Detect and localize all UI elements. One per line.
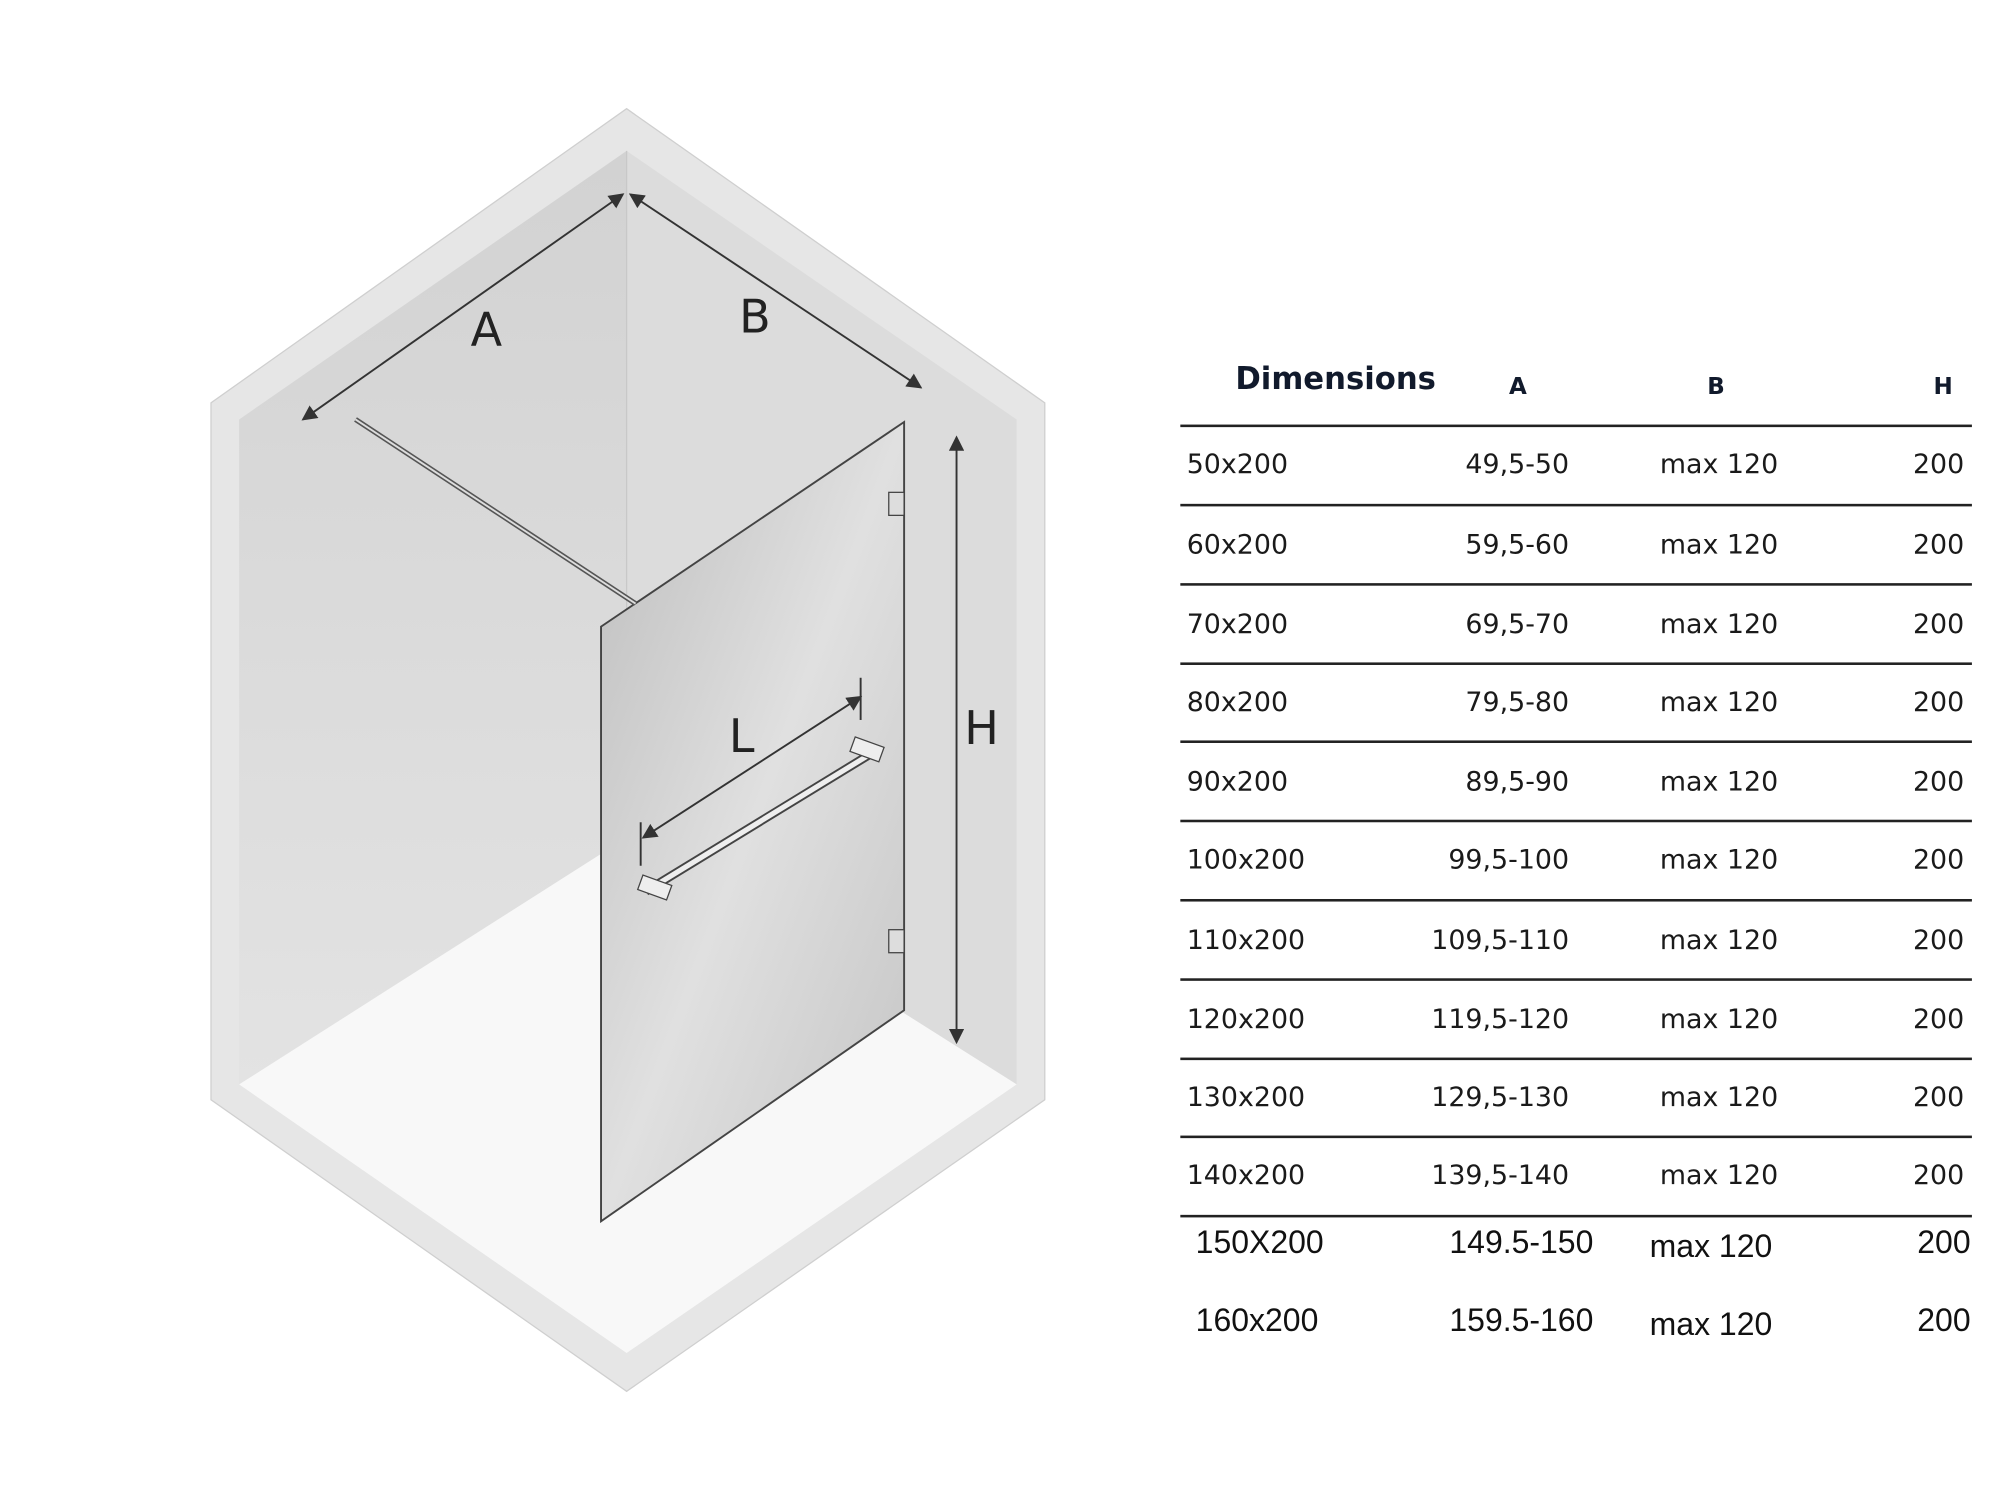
row-divider	[1180, 978, 1972, 981]
cell-a: 149.5-150	[1449, 1225, 1594, 1261]
cell-a: 59,5-60	[1465, 529, 1570, 561]
cell-size: 80x200	[1186, 686, 1289, 718]
hinge-bottom	[888, 929, 905, 954]
row-divider	[1180, 819, 1972, 823]
label-a: A	[471, 302, 503, 356]
row-divider	[1180, 740, 1972, 743]
cell-b: max 120	[1649, 1306, 1773, 1343]
cell-b: max 120	[1659, 844, 1779, 875]
cell-b: max 120	[1659, 1081, 1779, 1113]
cell-a: 99,5-100	[1448, 844, 1570, 875]
header-h: H	[1933, 373, 1953, 401]
cell-b: max 120	[1659, 686, 1779, 718]
header-dimensions: Dimensions	[1235, 360, 1436, 397]
cell-size: 150X200	[1195, 1225, 1324, 1261]
cell-size: 140x200	[1186, 1159, 1306, 1191]
row-divider	[1180, 1135, 1972, 1139]
row-divider	[1180, 583, 1972, 586]
cell-h: 200	[1912, 766, 1965, 797]
cell-h: 200	[1912, 1159, 1965, 1191]
shower-enclosure-diagram: A B H L	[210, 107, 1046, 1393]
label-l: L	[729, 709, 755, 763]
header-a: A	[1508, 373, 1527, 401]
cell-h: 200	[1912, 924, 1965, 956]
row-divider	[1180, 898, 1972, 902]
cell-a: 79,5-80	[1465, 686, 1570, 718]
cell-a: 129,5-130	[1431, 1081, 1570, 1113]
row-divider	[1180, 503, 1972, 507]
cell-h: 200	[1912, 448, 1965, 480]
cell-size: 50x200	[1186, 448, 1289, 480]
cell-size: 60x200	[1186, 529, 1289, 561]
cell-h: 200	[1912, 1003, 1965, 1035]
dimension-line-l	[641, 695, 863, 839]
cell-a: 139,5-140	[1431, 1159, 1570, 1191]
cell-b: max 120	[1659, 608, 1779, 640]
cell-h: 200	[1917, 1225, 1971, 1261]
header-b: B	[1707, 373, 1725, 401]
cell-size: 70x200	[1186, 608, 1289, 640]
row-divider	[1180, 1214, 1972, 1218]
row-divider	[1180, 662, 1972, 665]
cell-b: max 120	[1659, 529, 1779, 561]
cell-h: 200	[1917, 1303, 1971, 1339]
dimension-line-b	[628, 193, 923, 389]
hinge-top	[888, 491, 905, 516]
cell-a: 69,5-70	[1465, 608, 1570, 640]
dimension-line-a	[301, 193, 625, 421]
cell-h: 200	[1912, 608, 1965, 640]
cell-b: max 120	[1659, 1159, 1779, 1191]
cell-b: max 120	[1659, 448, 1779, 480]
cell-size: 90x200	[1186, 766, 1289, 797]
label-h: H	[964, 701, 999, 755]
cell-h: 200	[1912, 529, 1965, 561]
cell-a: 109,5-110	[1431, 924, 1570, 956]
cell-h: 200	[1912, 1081, 1965, 1113]
row-divider	[1180, 1057, 1972, 1061]
cell-b: max 120	[1659, 766, 1779, 797]
cell-size: 160x200	[1195, 1303, 1319, 1339]
cell-size: 100x200	[1186, 844, 1306, 875]
row-divider	[1180, 424, 1972, 428]
cell-a: 119,5-120	[1431, 1003, 1570, 1035]
cell-b: max 120	[1649, 1228, 1773, 1265]
cell-size: 120x200	[1186, 1003, 1306, 1035]
cell-a: 159.5-160	[1449, 1303, 1594, 1339]
cell-h: 200	[1912, 686, 1965, 718]
cell-a: 89,5-90	[1465, 766, 1570, 797]
cell-b: max 120	[1659, 924, 1779, 956]
cell-h: 200	[1912, 844, 1965, 875]
cell-size: 130x200	[1186, 1081, 1306, 1113]
label-b: B	[739, 289, 771, 343]
cell-size: 110x200	[1186, 924, 1306, 956]
cell-a: 49,5-50	[1465, 448, 1570, 480]
cell-b: max 120	[1659, 1003, 1779, 1035]
